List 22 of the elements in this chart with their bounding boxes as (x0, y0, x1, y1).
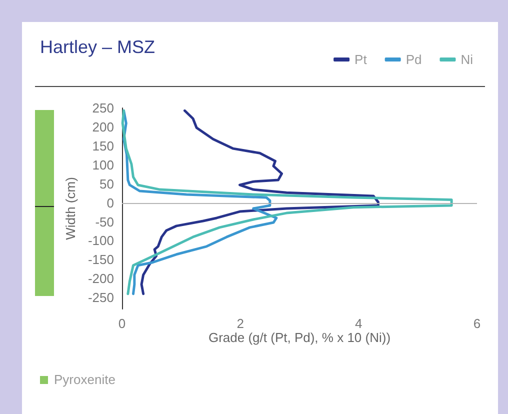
chart-title: Hartley – MSZ (40, 37, 156, 57)
x-tick-label: 4 (355, 316, 362, 331)
y-tick-label: -150 (88, 252, 114, 268)
y-tick-label: 50 (100, 176, 114, 192)
y-tick-label: 150 (92, 138, 114, 154)
x-axis-title: Grade (g/t (Pt, Pd), % x 10 (Ni)) (208, 330, 391, 345)
y-tick-label: 100 (92, 157, 114, 172)
y-tick-label: -50 (95, 214, 114, 230)
x-tick-label: 2 (236, 316, 244, 331)
text: Pyroxenite (54, 372, 116, 387)
x-tick-label: 6 (473, 316, 481, 331)
legend-label: Ni (460, 52, 474, 67)
legend-label: Pd (406, 52, 422, 67)
legend-label: Pt (354, 52, 368, 67)
y-tick-label: -250 (88, 290, 114, 306)
y-tick-label: -200 (88, 271, 114, 286)
x-tick-label: 0 (118, 316, 126, 331)
y-axis-title: Width (cm) (63, 177, 78, 240)
y-tick-label: 200 (92, 119, 114, 134)
y-tick-label: 250 (92, 100, 114, 116)
y-tick-label: -100 (88, 233, 114, 248)
y-tick-label: 0 (106, 195, 114, 210)
